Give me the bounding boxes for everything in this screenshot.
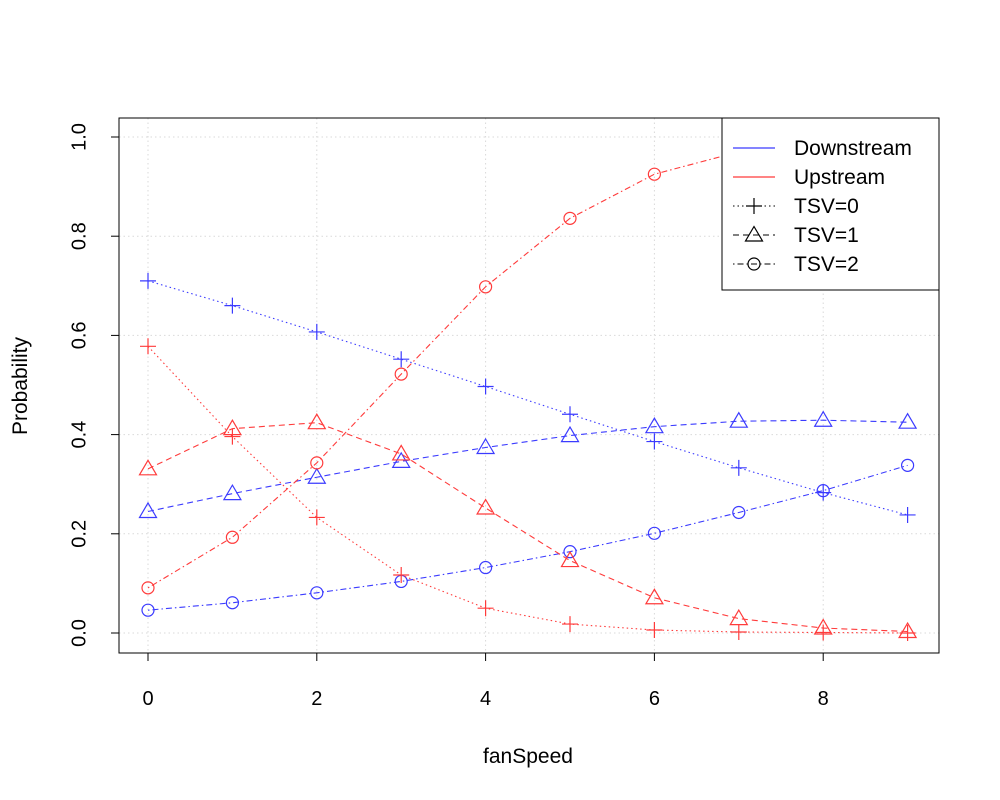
- data-point-plus: [730, 459, 747, 476]
- x-axis: 0 2 4 6 8: [142, 652, 829, 710]
- data-point-plus: [477, 600, 494, 617]
- x-tick-label: 8: [818, 688, 829, 710]
- data-point-circle: [141, 603, 155, 617]
- data-point-circle: [563, 211, 577, 225]
- legend-label: TSV=2: [794, 253, 859, 276]
- series-line: [147, 422, 908, 633]
- data-point-plus: [393, 566, 410, 583]
- y-tick-label: 0.4: [68, 421, 90, 449]
- x-tick-label: 2: [311, 688, 322, 710]
- data-point-triangle: [644, 588, 664, 605]
- data-point-triangle: [391, 444, 411, 461]
- series-upstream-tsv-0: [140, 338, 916, 641]
- series-line: [147, 464, 908, 611]
- data-point-triangle: [560, 425, 580, 443]
- grid: [119, 118, 939, 653]
- data-point-plus: [477, 378, 494, 395]
- legend-label: Upstream: [794, 166, 885, 189]
- data-point-plus: [646, 622, 663, 639]
- data-point-triangle: [307, 413, 327, 430]
- data-point-plus: [140, 272, 156, 289]
- series-downstream-tsv-1: [138, 410, 918, 519]
- data-point-plus: [815, 624, 832, 641]
- data-point-circle: [816, 484, 830, 498]
- data-point-plus: [646, 433, 663, 450]
- data-point-circle: [225, 596, 239, 610]
- y-tick-label: 0.6: [68, 321, 90, 349]
- data-point-circle: [732, 505, 746, 520]
- series-line: [147, 280, 908, 516]
- data-point-plus: [224, 297, 241, 314]
- series-downstream-tsv-2: [141, 458, 915, 617]
- data-point-triangle: [729, 411, 749, 428]
- data-point-circle: [479, 280, 493, 294]
- data-point-circle: [225, 530, 239, 544]
- data-point-plus: [562, 406, 578, 423]
- series-line: [147, 419, 908, 513]
- x-axis-title: fanSpeed: [483, 745, 573, 768]
- data-point-triangle: [813, 618, 833, 635]
- data-point-triangle: [138, 501, 158, 519]
- legend: Downstream Upstream TSV=0 TSV=1 TSV=2: [721, 117, 940, 291]
- y-axis: 0.0 0.2 0.4 0.6 0.8 1.0: [68, 123, 120, 647]
- x-tick-label: 4: [480, 688, 491, 710]
- data-point-triangle: [813, 410, 833, 427]
- legend-label: TSV=0: [794, 195, 859, 218]
- legend-item: Downstream: [733, 137, 912, 160]
- data-point-triangle: [729, 608, 749, 626]
- legend-marker-circle: [747, 257, 761, 271]
- legend-label: Downstream: [794, 137, 912, 160]
- data-point-triangle: [222, 418, 242, 436]
- data-point-circle: [394, 367, 408, 381]
- legend-marker-triangle: [744, 225, 764, 242]
- data-point-triangle: [644, 416, 664, 434]
- data-point-circle: [141, 581, 155, 595]
- data-point-triangle: [222, 483, 242, 501]
- data-point-circle: [647, 526, 662, 540]
- legend-box: [721, 117, 940, 291]
- data-point-plus: [899, 506, 916, 523]
- data-point-plus: [140, 338, 156, 355]
- data-point-triangle: [476, 437, 496, 455]
- data-point-circle: [479, 560, 493, 575]
- legend-item: TSV=0: [733, 195, 859, 218]
- y-tick-label: 0.2: [68, 520, 90, 548]
- data-point-triangle: [307, 467, 327, 484]
- legend-marker-plus: [746, 198, 762, 214]
- data-point-triangle: [560, 550, 580, 568]
- y-tick-label: 0.8: [68, 222, 90, 250]
- data-point-plus: [308, 323, 325, 340]
- legend-label: TSV=1: [794, 224, 859, 247]
- data-point-circle: [310, 586, 324, 600]
- data-point-plus: [308, 509, 325, 526]
- series-upstream-tsv-1: [138, 413, 918, 639]
- data-point-circle: [647, 167, 662, 181]
- data-point-triangle: [476, 498, 496, 515]
- series-line: [147, 345, 908, 634]
- legend-item: Upstream: [733, 166, 885, 189]
- series-downstream-tsv-0: [140, 272, 916, 523]
- y-axis-title: Probability: [9, 336, 32, 435]
- y-tick-label: 0.0: [68, 619, 90, 647]
- data-point-plus: [224, 428, 241, 445]
- data-point-triangle: [898, 412, 918, 429]
- x-tick-label: 6: [649, 688, 660, 710]
- data-point-circle: [900, 458, 915, 472]
- data-point-plus: [562, 616, 578, 633]
- x-tick-label: 0: [142, 688, 153, 710]
- data-point-plus: [393, 351, 410, 368]
- data-point-plus: [730, 624, 747, 641]
- data-point-triangle: [138, 459, 158, 476]
- legend-item: TSV=2: [733, 253, 859, 276]
- legend-item: TSV=1: [733, 224, 859, 247]
- data-point-circle: [563, 545, 577, 559]
- data-point-circle: [310, 456, 324, 470]
- y-tick-label: 1.0: [68, 123, 90, 151]
- data-point-triangle: [898, 621, 918, 639]
